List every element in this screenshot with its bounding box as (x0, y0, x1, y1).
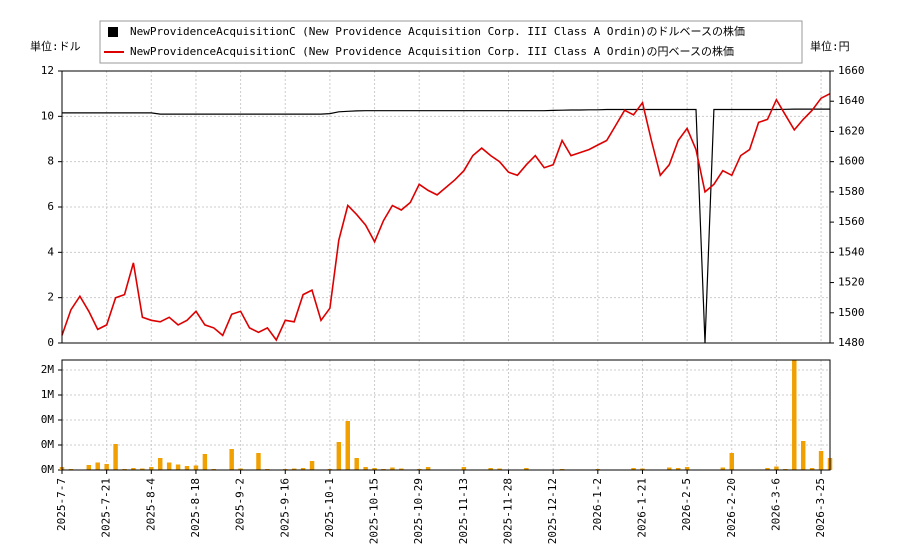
y-tick-label: 0 (47, 336, 54, 349)
legend-label: NewProvidenceAcquisitionC (New Providenc… (130, 44, 734, 58)
volume-bar (399, 468, 404, 470)
volume-bar (104, 464, 109, 470)
x-tick-label: 2025-12-12 (546, 478, 559, 544)
plot-frame (61, 359, 831, 471)
y2-tick-label: 1580 (838, 185, 865, 198)
x-tick-label: 2026-1-21 (635, 478, 648, 538)
volume-bar (345, 421, 350, 470)
volume-bar (140, 468, 145, 470)
volume-bar (765, 468, 770, 470)
volume-bar (809, 468, 815, 470)
y-tick-label: 2M (41, 363, 55, 376)
volume-bar (488, 468, 493, 470)
x-tick-label: 2025-7-21 (100, 478, 113, 538)
x-tick-label: 2025-9-2 (234, 478, 247, 531)
volume-bar (497, 468, 502, 470)
y-tick-label: 8 (47, 155, 54, 168)
y-tick-label: 10 (41, 109, 54, 122)
volume-bar (425, 467, 431, 470)
y2-tick-label: 1480 (838, 336, 865, 349)
y-tick-label: 0M (41, 463, 55, 476)
price-line (61, 92, 831, 342)
y2-tick-label: 1500 (838, 306, 865, 319)
volume-bar (774, 466, 779, 470)
x-tick-label: 2025-11-28 (502, 478, 515, 544)
volume-bar (149, 467, 154, 470)
y2-tick-label: 1660 (838, 64, 865, 77)
volume-bar (792, 360, 797, 470)
volume-bar (336, 442, 342, 470)
price-line (62, 108, 830, 344)
volume-bar (354, 458, 359, 470)
legend-marker (108, 27, 118, 37)
volume-bar (175, 464, 181, 470)
y-tick-label: 6 (47, 200, 54, 213)
y2-tick-label: 1520 (838, 276, 865, 289)
volume-bar (818, 451, 824, 470)
y2-axis-label: 単位:円 (810, 39, 850, 53)
volume-bar (390, 467, 395, 470)
volume-bar (86, 465, 92, 470)
y-tick-label: 2 (47, 291, 54, 304)
y-tick-label: 1M (41, 388, 55, 401)
y-tick-label: 0M (41, 438, 55, 451)
y2-tick-label: 1540 (838, 245, 865, 258)
x-tick-label: 2026-3-25 (814, 478, 827, 538)
volume-bar (684, 467, 690, 470)
volume-bar (363, 467, 368, 470)
volume-bar (800, 441, 806, 470)
x-tick-label: 2025-8-18 (189, 478, 202, 538)
volume-bar (291, 468, 297, 470)
volume-bar (113, 444, 118, 470)
volume-bar (131, 468, 136, 470)
x-tick-label: 2026-1-2 (591, 478, 604, 531)
y2-tick-label: 1640 (838, 94, 865, 107)
volume-bar (631, 468, 636, 470)
volume-bar (193, 465, 199, 470)
x-tick-label: 2025-10-15 (368, 478, 381, 544)
volume-bar (372, 468, 377, 470)
x-tick-label: 2025-11-13 (457, 478, 470, 544)
volume-bar (238, 468, 243, 470)
volume-bar (166, 462, 172, 470)
x-tick-label: 2026-2-20 (725, 478, 738, 538)
legend-box (99, 20, 803, 64)
x-tick-label: 2025-7-7 (55, 478, 68, 531)
volume-bar (95, 462, 100, 470)
legend-label: NewProvidenceAcquisitionC (New Providenc… (130, 24, 745, 38)
y2-tick-label: 1600 (838, 155, 865, 168)
volume-bar (158, 458, 163, 470)
volume-bar (675, 468, 681, 470)
y2-tick-label: 1560 (838, 215, 865, 228)
volume-bar (729, 453, 734, 470)
volume-bar (184, 466, 190, 470)
y-tick-label: 0M (41, 413, 55, 426)
plot-frame (61, 70, 831, 344)
x-tick-label: 2025-8-4 (144, 478, 157, 531)
x-tick-label: 2025-9-16 (278, 478, 291, 538)
volume-bar (640, 468, 645, 470)
y2-tick-label: 1620 (838, 124, 865, 137)
volume-bar (309, 461, 315, 470)
volume-bar (229, 449, 234, 470)
volume-bar (524, 468, 529, 470)
volume-bar (202, 454, 208, 470)
y-tick-label: 4 (47, 245, 54, 258)
volume-bar (461, 467, 467, 470)
x-tick-label: 2026-2-5 (680, 478, 693, 531)
y-tick-label: 12 (41, 64, 54, 77)
volume-bar (667, 467, 672, 470)
volume-bar (256, 453, 261, 470)
volume-bar (720, 467, 726, 470)
x-tick-label: 2025-10-1 (323, 478, 336, 538)
x-tick-label: 2025-10-29 (412, 478, 425, 544)
volume-bar (300, 468, 306, 470)
x-tick-label: 2026-3-6 (769, 478, 782, 531)
y-axis-label: 単位:ドル (30, 39, 81, 53)
